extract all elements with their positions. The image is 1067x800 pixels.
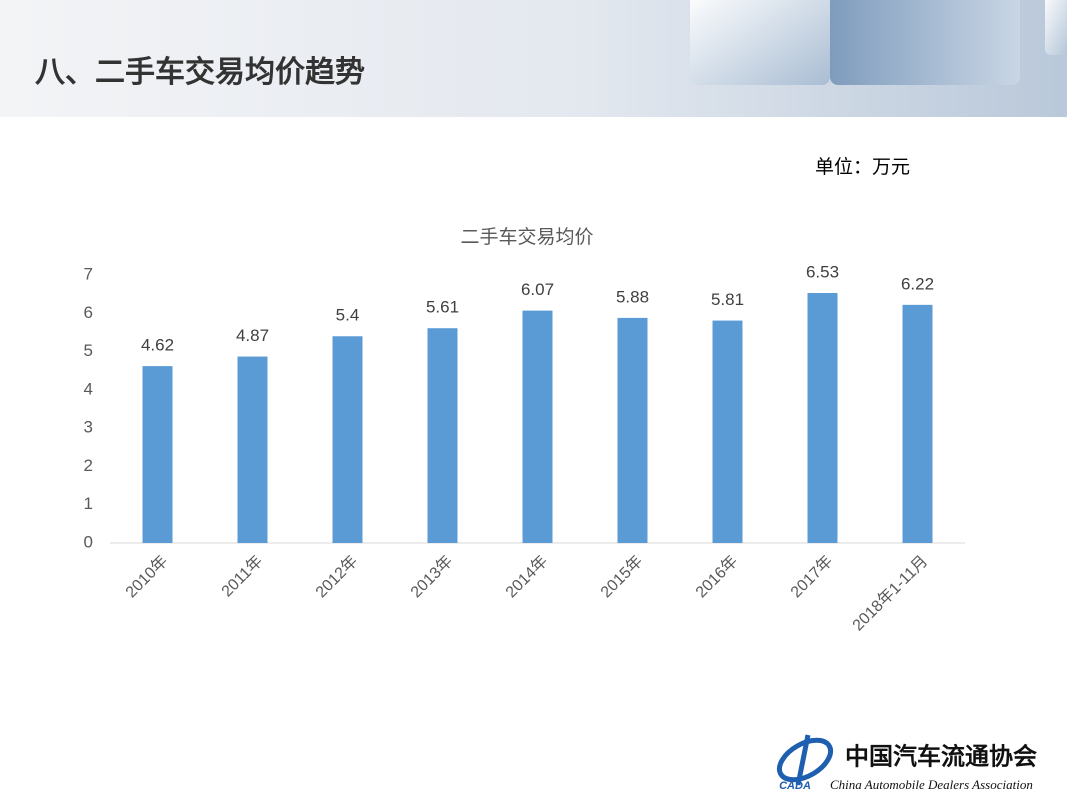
y-tick-label: 0 bbox=[84, 532, 93, 551]
chart-title: 二手车交易均价 bbox=[460, 226, 593, 248]
value-label: 6.07 bbox=[521, 280, 554, 299]
x-tick-label: 2010年 bbox=[122, 552, 171, 601]
y-tick-label: 2 bbox=[84, 456, 93, 475]
logo-abbr: CADA bbox=[779, 780, 811, 792]
y-tick-label: 1 bbox=[84, 494, 93, 513]
y-tick-label: 4 bbox=[84, 379, 93, 398]
value-label: 4.62 bbox=[141, 336, 174, 355]
decor-cube bbox=[830, 0, 1020, 85]
y-tick-label: 5 bbox=[84, 341, 93, 360]
x-tick-label: 2011年 bbox=[218, 552, 266, 600]
logo: CADA 中国汽车流通协会 China Automobile Dealers A… bbox=[776, 734, 1037, 792]
value-label: 4.87 bbox=[236, 326, 269, 345]
x-tick-label: 2013年 bbox=[407, 552, 456, 601]
bar bbox=[142, 366, 173, 543]
logo-swirl bbox=[776, 737, 834, 783]
x-tick-label: 2018年1-11月 bbox=[849, 552, 931, 634]
bar bbox=[807, 292, 838, 543]
value-label: 5.81 bbox=[711, 290, 744, 309]
value-label: 5.4 bbox=[336, 306, 360, 325]
decor-cube bbox=[690, 0, 830, 85]
x-tick-label: 2017年 bbox=[787, 552, 836, 601]
slide-title: 八、二手车交易均价趋势 bbox=[35, 55, 365, 89]
unit-label: 单位：万元 bbox=[815, 156, 910, 178]
bar bbox=[522, 310, 553, 543]
plot: 0 1 2 3 4 5 6 7 2010年 4.62 2011年 4.87 2012年 5.4 2013年 5… bbox=[84, 262, 965, 634]
bar bbox=[332, 336, 363, 543]
decor-cube bbox=[1045, 0, 1067, 55]
org-cn: 中国汽车流通协会 bbox=[845, 742, 1037, 770]
bar bbox=[237, 356, 268, 543]
x-tick-label: 2016年 bbox=[692, 552, 741, 601]
value-label: 5.88 bbox=[616, 287, 649, 306]
org-en: China Automobile Dealers Association bbox=[830, 777, 1033, 792]
y-tick-label: 3 bbox=[84, 418, 93, 437]
value-label: 5.61 bbox=[426, 298, 459, 317]
bar bbox=[427, 328, 458, 543]
value-label: 6.22 bbox=[901, 274, 934, 293]
x-tick-label: 2014年 bbox=[502, 552, 551, 601]
y-tick-label: 7 bbox=[84, 264, 93, 283]
y-tick-label: 6 bbox=[84, 303, 93, 322]
x-tick-label: 2015年 bbox=[597, 552, 646, 601]
logo-stroke bbox=[795, 734, 811, 786]
bar bbox=[712, 320, 743, 543]
bar bbox=[617, 317, 648, 543]
x-tick-label: 2012年 bbox=[312, 552, 361, 601]
bar bbox=[902, 304, 933, 543]
value-label: 6.53 bbox=[806, 262, 839, 281]
